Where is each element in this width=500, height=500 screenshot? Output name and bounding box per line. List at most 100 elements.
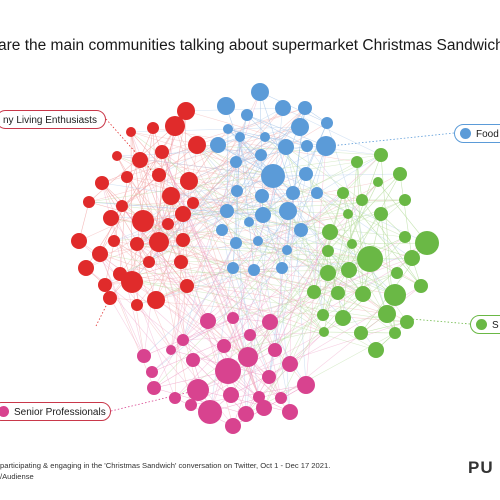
network-edge xyxy=(269,242,428,323)
network-edge xyxy=(239,136,291,413)
network-edge xyxy=(99,253,145,357)
network-edge xyxy=(192,359,247,415)
network-node-pink xyxy=(147,381,161,395)
community-label-blue: Food xyxy=(454,124,500,143)
network-node-pink xyxy=(268,343,282,357)
network-node-pink xyxy=(253,391,265,403)
network-node-green xyxy=(356,194,368,206)
network-node-green xyxy=(357,246,383,272)
network-edge xyxy=(306,145,344,194)
network-node-green xyxy=(384,284,406,306)
network-edge xyxy=(182,240,259,341)
network-edge xyxy=(186,267,234,287)
network-node-blue xyxy=(216,224,228,236)
network-edge xyxy=(253,269,282,399)
network-node-blue xyxy=(241,109,253,121)
network-node-green xyxy=(347,239,357,249)
network-node-red xyxy=(103,210,119,226)
network-node-green xyxy=(400,315,414,329)
network-node-blue xyxy=(294,223,308,237)
network-edge xyxy=(232,267,377,351)
network-node-pink xyxy=(187,379,209,401)
network-node-red xyxy=(143,256,155,268)
network-edge xyxy=(327,192,344,252)
network-node-green xyxy=(373,177,383,187)
network-node-red xyxy=(103,291,117,305)
community-dot-blue xyxy=(460,127,471,139)
network-edge xyxy=(246,114,307,175)
network-node-green xyxy=(374,207,388,221)
network-edge xyxy=(227,128,287,148)
network-edge xyxy=(280,314,324,399)
label-connector-pink xyxy=(110,391,191,412)
network-edge xyxy=(227,128,329,252)
network-node-green xyxy=(317,309,329,321)
network-edge xyxy=(257,231,331,242)
network-edge xyxy=(153,345,225,389)
network-edge xyxy=(153,387,247,415)
network-node-green xyxy=(331,286,345,300)
network-node-blue xyxy=(321,117,333,129)
network-edge xyxy=(136,195,172,245)
network-node-green xyxy=(355,286,371,302)
network-node-green xyxy=(351,156,363,168)
network-edge xyxy=(268,317,344,378)
network-edge xyxy=(356,161,364,295)
network-node-pink xyxy=(297,376,315,394)
network-edge xyxy=(342,192,422,287)
network-edge xyxy=(259,91,328,124)
network-node-blue xyxy=(301,140,313,152)
network-edge xyxy=(246,114,327,147)
network-edge xyxy=(227,195,263,372)
network-edge xyxy=(170,285,188,351)
network-node-green xyxy=(399,194,411,206)
network-node-red xyxy=(174,255,188,269)
network-node-red xyxy=(71,233,87,249)
network-node-pink xyxy=(217,339,231,353)
network-edge xyxy=(360,321,408,334)
network-node-red xyxy=(78,260,94,276)
network-edge xyxy=(88,201,349,215)
network-node-pink xyxy=(262,370,276,384)
community-label-pink-text: Senior Professionals xyxy=(14,407,106,418)
network-node-red xyxy=(98,278,112,292)
network-edge xyxy=(197,389,291,413)
community-label-red: ny Living Enthusiasts xyxy=(0,110,106,129)
network-edge xyxy=(232,321,271,427)
network-edge xyxy=(262,161,358,216)
network-node-pink xyxy=(282,356,298,372)
network-node-pink xyxy=(223,387,239,403)
community-label-green: S xyxy=(470,315,500,334)
network-node-pink xyxy=(227,312,239,324)
network-node-blue xyxy=(278,139,294,155)
network-node-blue xyxy=(275,100,291,116)
network-node-blue xyxy=(311,187,323,199)
network-node-red xyxy=(149,232,169,252)
network-edge xyxy=(247,250,329,358)
network-node-blue xyxy=(230,237,242,249)
page-title: are the main communities talking about s… xyxy=(0,37,500,54)
network-node-red xyxy=(180,172,198,190)
network-edge xyxy=(136,243,271,323)
network-edge xyxy=(257,199,363,242)
network-node-pink xyxy=(166,345,176,355)
network-node-red xyxy=(130,237,144,251)
network-node-blue xyxy=(282,245,292,255)
label-connector-green xyxy=(399,317,471,325)
network-edge xyxy=(185,107,284,112)
community-dot-green xyxy=(476,318,487,330)
network-node-blue xyxy=(223,124,233,134)
network-node-pink xyxy=(200,313,216,329)
network-edge xyxy=(356,161,363,201)
network-node-green xyxy=(337,187,349,199)
network-edge xyxy=(259,91,294,194)
brand-logo: PU xyxy=(468,458,494,477)
network-edge xyxy=(116,155,160,243)
network-edge xyxy=(192,199,406,204)
network-edge xyxy=(119,154,382,275)
network-edge xyxy=(136,243,371,260)
network-node-blue xyxy=(298,101,312,115)
network-edge xyxy=(322,154,382,316)
network-edge xyxy=(274,210,289,351)
network-edge xyxy=(130,131,396,334)
